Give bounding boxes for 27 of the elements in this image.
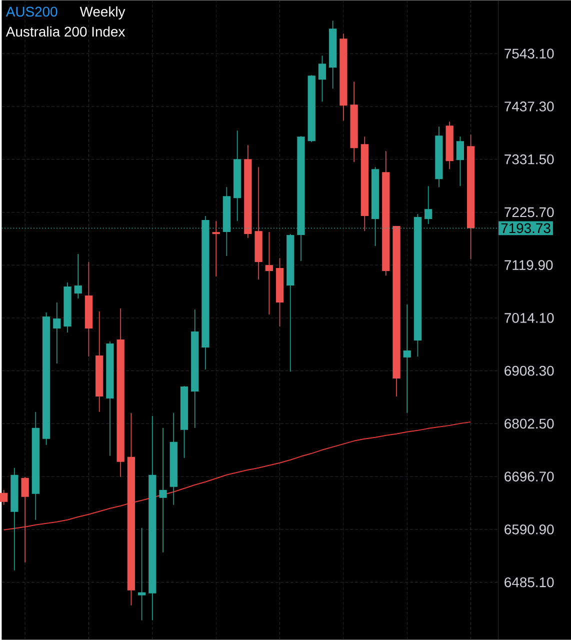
y-tick-label: 6590.90 [504, 524, 554, 534]
y-tick-label: 6485.10 [504, 577, 554, 588]
candlestick [159, 428, 167, 553]
y-tick-label: 7331.50 [504, 154, 554, 164]
candlestick [138, 527, 146, 621]
candlestick [52, 302, 61, 364]
y-tick-label: 7014.10 [504, 313, 554, 323]
candlestick [456, 136, 464, 186]
annotation: Australia 200 Index [6, 26, 125, 37]
candlestick [74, 254, 82, 299]
chart-title: AUS200 [6, 6, 58, 17]
y-tick-label: 7437.30 [504, 102, 554, 112]
candlestick [0, 489, 8, 506]
candlestick [212, 220, 220, 277]
candlestick [403, 304, 411, 414]
candlestick [265, 232, 273, 315]
y-tick-label: 7543.10 [504, 48, 554, 59]
y-tick-label: 7119.90 [504, 260, 553, 270]
candlestick [318, 55, 326, 102]
chart-subtitle: Weekly [80, 6, 126, 20]
y-tick-label: 7225.70 [504, 207, 554, 218]
y-tick-label: 6696.70 [504, 472, 554, 482]
y-tick-label: 6908.30 [504, 366, 554, 376]
y-tick-label: 6802.50 [504, 418, 554, 429]
candlestick [424, 186, 432, 224]
ref-line-label: 7193.73 [501, 223, 550, 234]
candlestick [21, 476, 29, 563]
